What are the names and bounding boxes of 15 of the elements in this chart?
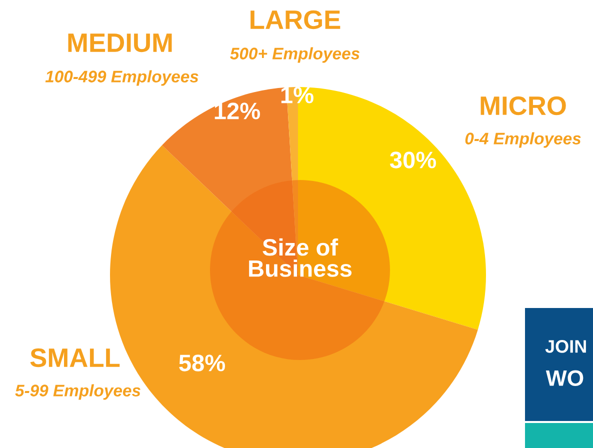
text: 0-4 Employees — [465, 132, 581, 148]
text: 5-99 Employees — [15, 384, 140, 400]
text: Size of Business — [249, 238, 352, 277]
data-label: 58% — [179, 354, 226, 372]
text: WO — [546, 370, 584, 386]
slice-label: SMALL — [30, 348, 120, 368]
data-label: 1% — [281, 86, 314, 104]
text: JOIN — [545, 340, 586, 353]
data-label: 30% — [390, 152, 436, 168]
data-label: 12% — [214, 102, 260, 120]
text: 500+ Employees — [230, 47, 360, 63]
slice-label: MEDIUM — [68, 34, 172, 52]
text: 100-499 Employees — [45, 70, 198, 86]
slice-label: MICRO — [480, 96, 566, 116]
slice-label: LARGE — [250, 10, 340, 30]
